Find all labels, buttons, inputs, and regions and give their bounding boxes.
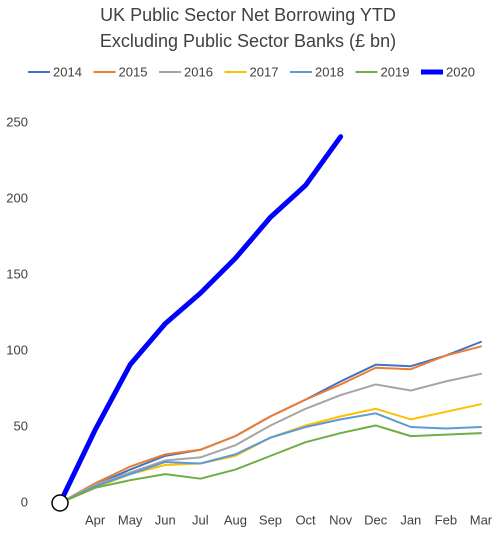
y-tick-label: 200 [6, 190, 28, 205]
chart-title: Excluding Public Sector Banks (£ bn) [100, 31, 396, 51]
x-tick-label: Aug [224, 512, 247, 527]
legend-label: 2017 [250, 64, 279, 79]
legend-label: 2018 [315, 64, 344, 79]
x-tick-label: Mar [470, 512, 493, 527]
y-tick-label: 150 [6, 266, 28, 281]
y-tick-label: 0 [21, 494, 28, 509]
x-tick-label: Apr [85, 512, 106, 527]
legend-label: 2015 [119, 64, 148, 79]
legend-label: 2020 [446, 64, 475, 79]
legend-label: 2019 [381, 64, 410, 79]
y-tick-label: 100 [6, 342, 28, 357]
series-line [59, 345, 482, 504]
x-tick-label: Jun [155, 512, 176, 527]
y-tick-label: 250 [6, 114, 28, 129]
y-tick-label: 50 [14, 418, 28, 433]
x-tick-label: Jul [192, 512, 209, 527]
origin-marker [51, 494, 69, 512]
x-tick-label: Dec [364, 512, 388, 527]
series-line [57, 134, 344, 506]
series-line [59, 403, 482, 504]
x-tick-label: Feb [435, 512, 457, 527]
legend-label: 2016 [184, 64, 213, 79]
series-line [59, 412, 482, 504]
x-tick-label: Nov [329, 512, 353, 527]
x-tick-label: May [118, 512, 143, 527]
legend-label: 2014 [53, 64, 82, 79]
series-line [59, 372, 482, 504]
chart-title: UK Public Sector Net Borrowing YTD [100, 5, 396, 25]
series-line [59, 424, 482, 504]
x-tick-label: Jan [400, 512, 421, 527]
x-tick-label: Oct [295, 512, 316, 527]
x-tick-label: Sep [259, 512, 282, 527]
